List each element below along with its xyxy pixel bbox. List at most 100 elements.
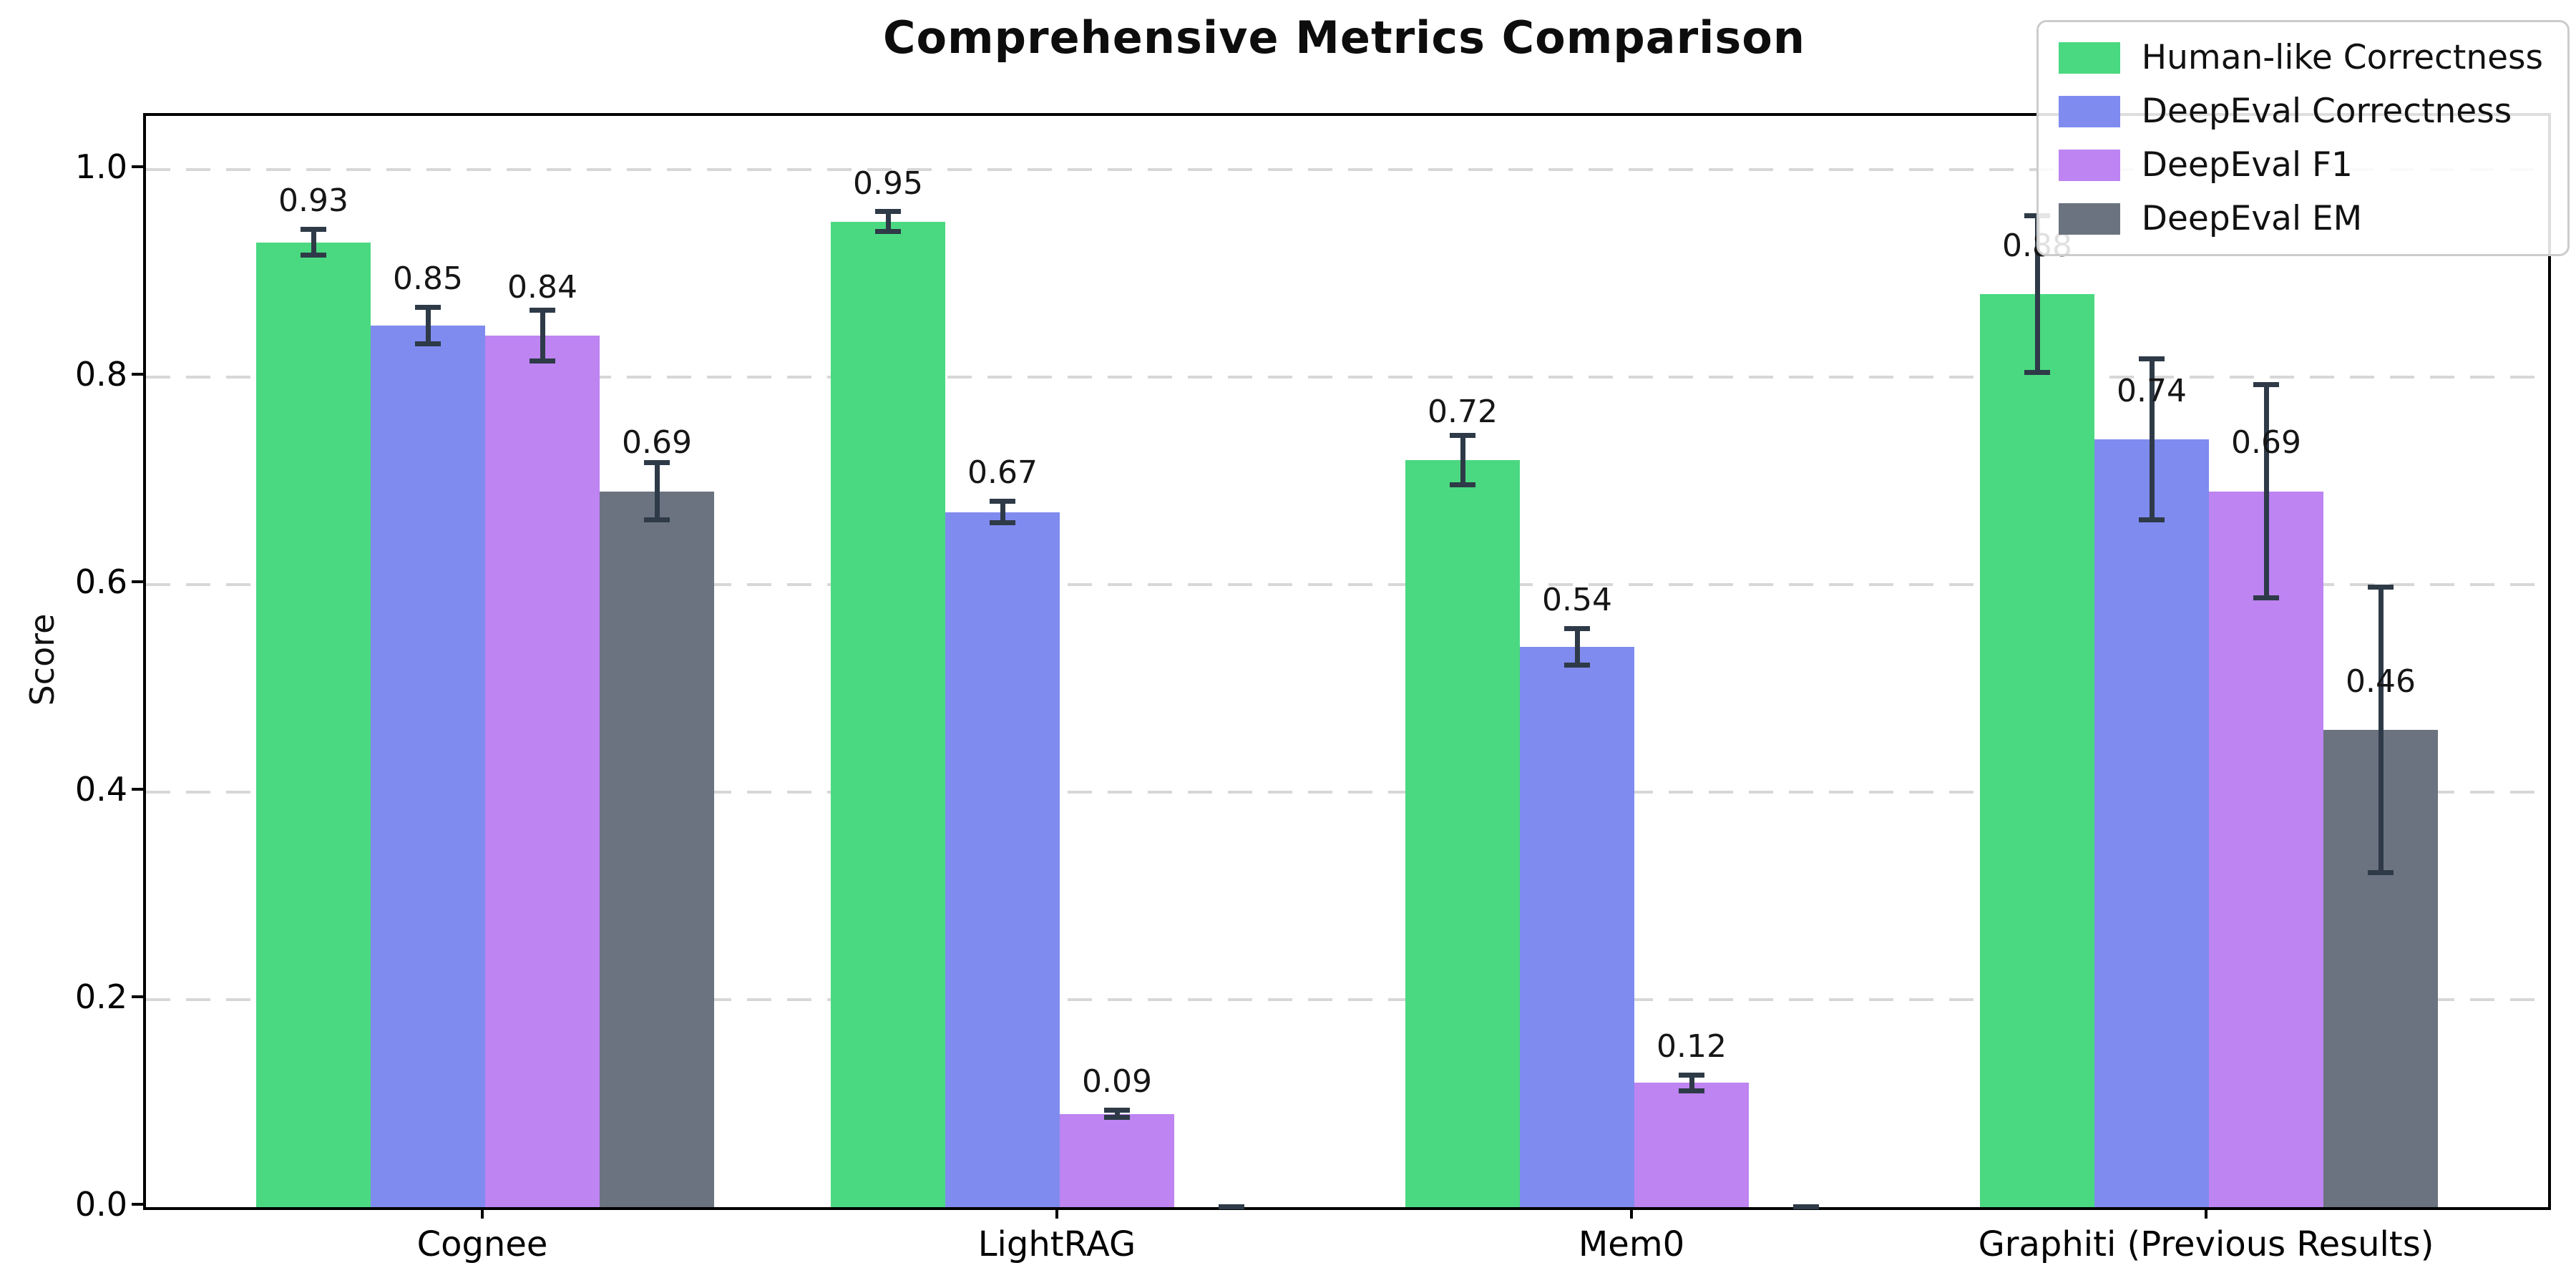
- legend-item: DeepEval Correctness: [2058, 92, 2543, 131]
- y-tick-mark: [132, 1203, 143, 1206]
- error-bar-cap: [875, 209, 901, 215]
- y-tick-label: 0.0: [74, 1185, 127, 1224]
- legend-item: Human-like Correctness: [2058, 38, 2543, 77]
- error-bar: [311, 226, 316, 258]
- bar: [831, 221, 945, 1207]
- legend-swatch: [2058, 149, 2120, 181]
- error-bar-cap: [2368, 585, 2394, 590]
- bar: [600, 491, 714, 1207]
- error-bar-cap: [2139, 356, 2165, 361]
- chart-title: Comprehensive Metrics Comparison: [882, 11, 1806, 64]
- error-bar-cap: [1564, 663, 1590, 668]
- bar-value-label: 0.67: [967, 454, 1038, 492]
- y-tick-label: 0.4: [74, 770, 127, 809]
- bar: [1405, 460, 1520, 1207]
- error-bar-cap: [644, 517, 670, 522]
- legend-item: DeepEval EM: [2058, 199, 2543, 238]
- error-bar-cap: [1564, 626, 1590, 631]
- error-bar-cap: [2139, 517, 2165, 522]
- legend-label: Human-like Correctness: [2141, 38, 2543, 77]
- gridline: [146, 583, 2548, 586]
- plot-area: 0.930.950.720.880.850.670.540.740.840.09…: [143, 113, 2551, 1210]
- y-tick-mark: [132, 165, 143, 168]
- bar-value-label: 0.69: [2231, 424, 2301, 461]
- error-bar: [2034, 213, 2040, 376]
- x-tick-mark: [481, 1207, 484, 1219]
- error-bar: [654, 460, 660, 522]
- error-bar-cap: [1450, 482, 1475, 487]
- x-tick-label: LightRAG: [977, 1224, 1136, 1264]
- error-bar-cap: [1793, 1204, 1819, 1209]
- bar: [945, 512, 1060, 1207]
- error-bar-cap: [2253, 595, 2279, 600]
- bar: [2209, 491, 2323, 1207]
- bar: [256, 242, 371, 1207]
- legend: Human-like Correctness DeepEval Correctne…: [2036, 20, 2570, 256]
- error-bar: [1460, 433, 1465, 487]
- y-tick-mark: [132, 580, 143, 583]
- legend-label: DeepEval EM: [2141, 199, 2363, 238]
- gridline: [146, 791, 2548, 794]
- error-bar: [540, 307, 545, 364]
- bar-value-label: 0.74: [2117, 372, 2187, 409]
- error-bar-cap: [990, 520, 1015, 526]
- error-bar-cap: [530, 358, 555, 364]
- error-bar: [1689, 1072, 1694, 1093]
- error-bar: [2378, 585, 2384, 875]
- error-bar: [425, 304, 431, 346]
- error-bar: [885, 209, 891, 234]
- error-bar: [1574, 626, 1580, 668]
- legend-swatch: [2058, 95, 2120, 127]
- error-bar-cap: [1679, 1072, 1704, 1078]
- legend-swatch: [2058, 203, 2120, 235]
- error-bar-cap: [1104, 1115, 1130, 1121]
- bar: [2094, 439, 2209, 1207]
- error-bar-cap: [2253, 382, 2279, 388]
- bar-value-label: 0.46: [2346, 663, 2416, 700]
- x-tick-label: Cognee: [416, 1224, 548, 1264]
- error-bar: [1000, 498, 1005, 526]
- y-tick-mark: [132, 373, 143, 376]
- bar-value-label: 0.85: [393, 260, 463, 297]
- y-tick-label: 0.8: [74, 355, 127, 394]
- error-bar-cap: [644, 460, 670, 465]
- bar-value-label: 0.84: [507, 268, 577, 306]
- error-bar-cap: [875, 228, 901, 234]
- bar: [1980, 294, 2094, 1207]
- x-tick-mark: [1055, 1207, 1058, 1219]
- error-bar-cap: [530, 307, 555, 313]
- bar: [485, 336, 600, 1207]
- y-tick-mark: [132, 788, 143, 791]
- legend-item: DeepEval F1: [2058, 145, 2543, 185]
- bar-value-label: 0.95: [853, 165, 923, 202]
- error-bar-cap: [415, 304, 441, 310]
- error-bar-cap: [1679, 1088, 1704, 1093]
- x-tick-mark: [1630, 1207, 1633, 1219]
- legend-swatch: [2058, 42, 2120, 74]
- bar-value-label: 0.69: [622, 424, 692, 461]
- bar: [1634, 1083, 1749, 1207]
- bar-value-label: 0.54: [1542, 582, 1612, 619]
- gridline: [146, 168, 2548, 171]
- error-bar-cap: [990, 498, 1015, 504]
- error-bar-cap: [2024, 370, 2050, 376]
- legend-label: DeepEval F1: [2141, 145, 2353, 185]
- y-tick-mark: [132, 995, 143, 998]
- error-bar-cap: [2368, 870, 2394, 875]
- error-bar: [2149, 356, 2155, 522]
- bar-value-label: 0.09: [1082, 1063, 1152, 1101]
- error-bar-cap: [1450, 433, 1475, 439]
- gridline: [146, 376, 2548, 379]
- bar: [1060, 1113, 1174, 1207]
- bar-value-label: 0.72: [1428, 393, 1498, 430]
- error-bar-cap: [301, 253, 326, 258]
- bar: [1520, 647, 1634, 1207]
- legend-label: DeepEval Correctness: [2141, 92, 2512, 131]
- error-bar: [2263, 382, 2269, 600]
- y-tick-label: 1.0: [74, 147, 127, 186]
- x-tick-label: Mem0: [1578, 1224, 1685, 1264]
- x-tick-mark: [2205, 1207, 2207, 1219]
- y-tick-label: 0.2: [74, 977, 127, 1016]
- error-bar-cap: [415, 341, 441, 346]
